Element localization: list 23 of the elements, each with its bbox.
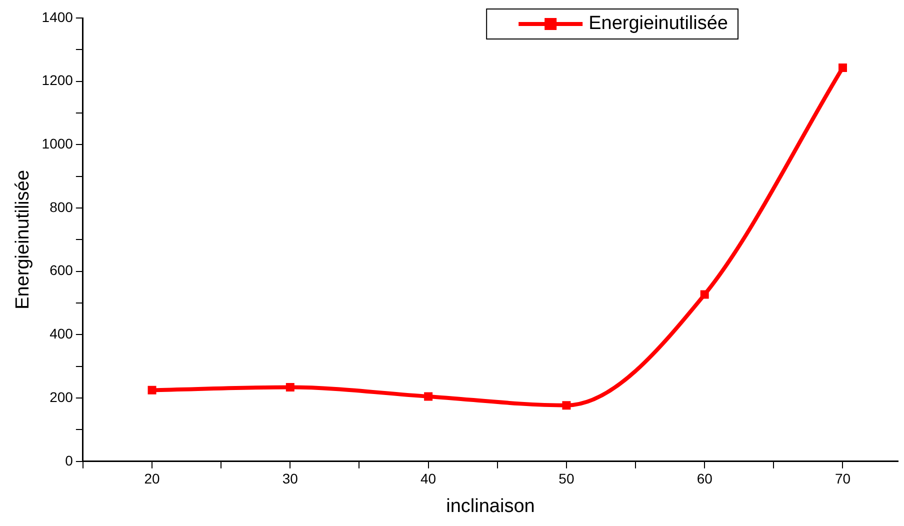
point	[838, 63, 847, 72]
y-tick-label: 0	[65, 452, 74, 468]
x-axis-title: inclinaison	[446, 496, 535, 517]
point	[286, 383, 294, 392]
x-tick-label: 60	[696, 470, 713, 487]
point	[562, 401, 571, 410]
x-tick-label: 20	[144, 470, 160, 487]
x-tick-label: 70	[834, 470, 851, 487]
point	[700, 290, 709, 299]
x-tick-label: 50	[558, 470, 574, 487]
y-axis-title: Energieinutilisée	[12, 170, 34, 310]
legend-label: Energieinutilisée	[588, 13, 728, 34]
y-tick-label: 200	[50, 388, 74, 405]
y-tick-label: 1200	[42, 72, 74, 88]
y-tick-label: 1000	[42, 136, 74, 152]
point	[148, 386, 156, 394]
y-tick-label: 1400	[42, 8, 74, 25]
point	[424, 392, 433, 401]
y-tick-label: 400	[50, 326, 74, 342]
x-tick-label: 40	[420, 470, 436, 487]
y-tick-label: 600	[50, 262, 74, 278]
x-tick-label: 30	[282, 470, 298, 487]
y-tick-label: 800	[50, 198, 74, 215]
